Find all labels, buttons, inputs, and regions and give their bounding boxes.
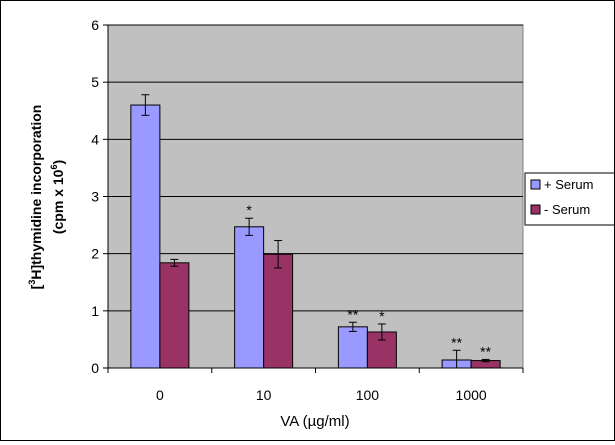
- significance-marker: *: [379, 308, 385, 324]
- significance-marker: **: [451, 334, 462, 350]
- bar-minus-serum: [159, 262, 190, 369]
- bar-minus-serum: [263, 253, 294, 369]
- x-tick-label: 1000: [456, 387, 487, 403]
- legend: + Serum - Serum: [524, 172, 615, 226]
- y-axis-unit: (cpm x 106): [49, 160, 66, 234]
- y-tick-label: 0: [91, 360, 99, 376]
- legend-swatch: [530, 179, 541, 190]
- x-tick-label: 100: [356, 387, 380, 403]
- x-tick-label: 10: [256, 387, 272, 403]
- y-axis-title-superscript: 3: [27, 280, 37, 285]
- y-tick-label: 6: [91, 17, 99, 33]
- y-tick-label: 5: [91, 74, 99, 90]
- legend-label: - Serum: [544, 202, 590, 217]
- y-axis-title: [3H]thymidine incorporation: [27, 105, 44, 290]
- significance-annotations: *** *****: [246, 202, 491, 359]
- x-axis-title: VA (µg/ml): [280, 413, 349, 430]
- significance-marker: **: [347, 306, 358, 322]
- bar-plus-serum: [130, 104, 161, 369]
- significance-marker: **: [480, 343, 491, 359]
- x-tick-label: 0: [156, 387, 164, 403]
- y-tick-label: 2: [91, 246, 99, 262]
- y-axis-unit-exponent: 6: [49, 165, 59, 170]
- y-axis-unit-prefix: (cpm x 10: [50, 169, 66, 234]
- legend-swatch: [530, 204, 541, 215]
- legend-label: + Serum: [544, 177, 594, 192]
- y-tick-label: 3: [91, 189, 99, 205]
- y-axis-title-main: H]thymidine incorporation: [28, 105, 44, 280]
- bar-plus-serum: [234, 226, 265, 369]
- legend-box: [524, 172, 615, 226]
- y-axis-title-bracket: [: [28, 284, 44, 289]
- bar-plus-serum: [337, 326, 368, 369]
- y-axis-ticks: 0 1 2 3 4 5 6: [91, 17, 108, 376]
- significance-marker: *: [246, 202, 252, 218]
- y-axis-unit-suffix: ): [50, 160, 66, 165]
- x-axis-ticks: 0 10 100 1000: [107, 368, 524, 403]
- y-tick-label: 1: [91, 303, 99, 319]
- y-tick-label: 4: [91, 131, 99, 147]
